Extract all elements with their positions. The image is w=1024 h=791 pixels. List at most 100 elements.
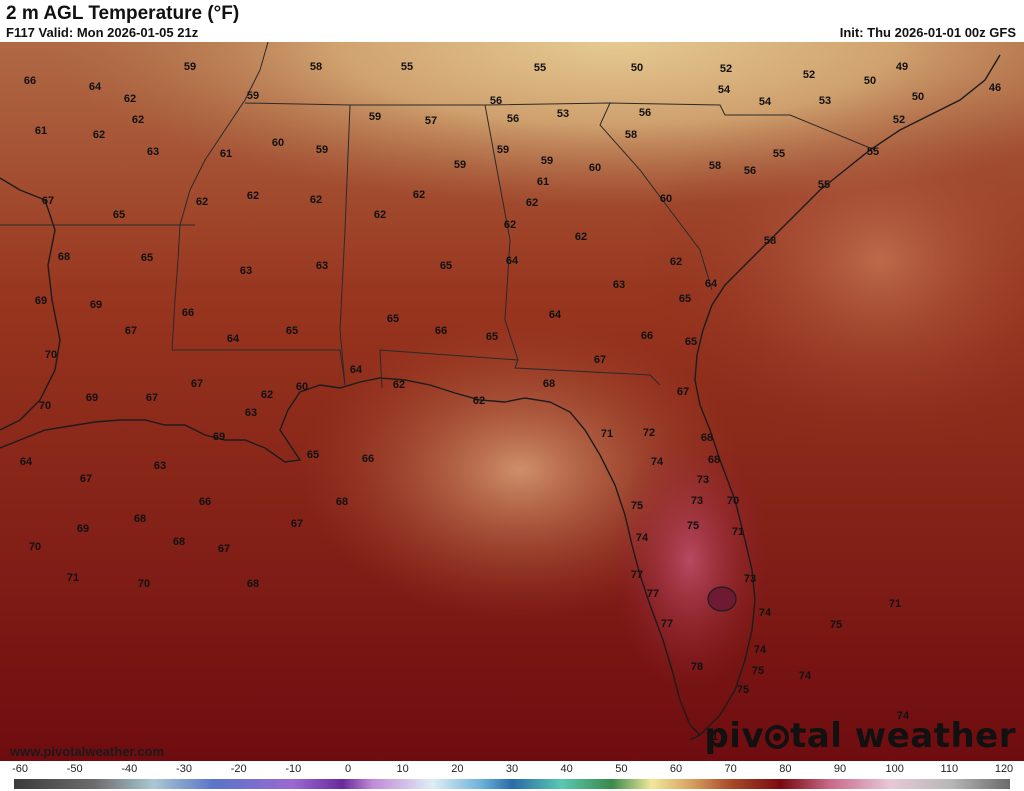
temperature-label: 56: [490, 95, 502, 107]
temperature-label: 69: [213, 431, 225, 443]
valid-time: F117 Valid: Mon 2026-01-05 21z: [6, 25, 199, 40]
temperature-label: 65: [486, 331, 498, 343]
temperature-label: 65: [307, 449, 319, 461]
temperature-label: 53: [819, 95, 831, 107]
temperature-label: 58: [764, 235, 776, 247]
temperature-label: 63: [154, 460, 166, 472]
temperature-label: 69: [86, 392, 98, 404]
temperature-label: 77: [647, 588, 659, 600]
colorbar-tick-label: -10: [285, 763, 302, 775]
temperature-label: 62: [473, 395, 485, 407]
temperature-label: 58: [625, 129, 637, 141]
temperature-label: 62: [196, 196, 208, 208]
temperature-label: 50: [631, 62, 643, 74]
colorbar-tick-label: 90: [833, 763, 847, 775]
temperature-label: 71: [601, 428, 613, 440]
temperature-label: 65: [387, 313, 399, 325]
temperature-label: 64: [506, 255, 519, 267]
temperature-label: 58: [310, 61, 322, 73]
coastline: [0, 54, 1001, 741]
temperature-label: 68: [173, 536, 185, 548]
colorbar-tick-label: -50: [66, 763, 83, 775]
temperature-label: 64: [549, 309, 562, 321]
temperature-label: 67: [594, 354, 606, 366]
temperature-label: 71: [67, 572, 79, 584]
temperature-label: 53: [557, 108, 569, 120]
pivotal-weather-logo: piv tal weather: [704, 716, 1016, 756]
colorbar-tick-label: 110: [940, 763, 959, 775]
temperature-label: 52: [803, 69, 815, 81]
state-borders: [0, 42, 876, 389]
temperature-label: 73: [691, 495, 703, 507]
temperature-label: 63: [316, 260, 328, 272]
colorbar-tick-label: 30: [505, 763, 519, 775]
temperature-label: 62: [93, 129, 105, 141]
temperature-label: 73: [697, 474, 709, 486]
temperature-label: 65: [440, 260, 452, 272]
temperature-label: 50: [864, 75, 876, 87]
website-url: www.pivotalweather.com: [10, 744, 165, 759]
temperature-label: 72: [643, 427, 655, 439]
temperature-label: 64: [350, 364, 363, 376]
temperature-label: 68: [701, 432, 713, 444]
temperature-label: 58: [709, 160, 721, 172]
temperature-label: 46: [989, 82, 1001, 94]
temperature-label: 59: [454, 159, 466, 171]
temperature-label: 61: [537, 176, 549, 188]
temperature-label: 62: [670, 256, 682, 268]
temperature-label: 70: [138, 578, 150, 590]
temperature-label: 56: [507, 113, 519, 125]
temperature-label: 68: [58, 251, 70, 263]
temperature-label: 59: [247, 90, 259, 102]
colorbar-tick-label: -60: [12, 763, 28, 775]
temperature-label: 74: [636, 532, 649, 544]
temperature-label: 68: [543, 378, 555, 390]
temperature-label: 62: [413, 189, 425, 201]
temperature-label: 63: [245, 407, 257, 419]
temperature-label: 77: [631, 569, 643, 581]
temperature-label: 55: [773, 148, 785, 160]
temperature-label: 75: [687, 520, 699, 532]
temperature-label: 69: [35, 295, 47, 307]
temperature-field: [0, 42, 1024, 761]
map-header: 2 m AGL Temperature (°F) F117 Valid: Mon…: [0, 0, 1024, 42]
temperature-label: 75: [830, 619, 842, 631]
colorbar: -60 -50 -40 -30 -20 -10 0 10 20 30 40 50 60 70 80 90 100…: [0, 761, 1024, 791]
temperature-label: 74: [754, 644, 767, 656]
temperature-label: 59: [184, 61, 196, 73]
temperature-label: 65: [113, 209, 125, 221]
temperature-label: 65: [679, 293, 691, 305]
map-title: 2 m AGL Temperature (°F): [6, 3, 240, 24]
temperature-label: 64: [227, 333, 240, 345]
temperature-label: 67: [218, 543, 230, 555]
temperature-label: 67: [80, 473, 92, 485]
temperature-label: 71: [889, 598, 901, 610]
brand-text-start: piv: [704, 716, 765, 756]
temperature-label: 71: [732, 526, 744, 538]
temperature-label: 62: [526, 197, 538, 209]
temperature-label: 62: [393, 379, 405, 391]
temperature-label: 78: [691, 661, 703, 673]
temperature-label: 61: [220, 148, 232, 160]
temperature-label: 66: [362, 453, 374, 465]
temperature-label: 63: [147, 146, 159, 158]
temperature-label: 55: [867, 146, 879, 158]
temperature-label: 52: [720, 63, 732, 75]
temperature-label: 55: [818, 179, 830, 191]
temperature-label: 67: [291, 518, 303, 530]
temperature-label: 49: [896, 61, 908, 73]
temperature-label: 75: [737, 684, 749, 696]
temperature-label: 60: [296, 381, 308, 393]
temperature-label: 54: [759, 96, 772, 108]
temperature-label: 73: [744, 573, 756, 585]
temperature-label: 68: [708, 454, 720, 466]
temperature-label: 75: [631, 500, 643, 512]
temperature-label: 61: [35, 125, 47, 137]
temperature-label: 67: [146, 392, 158, 404]
temperature-label: 59: [369, 111, 381, 123]
temperature-label: 63: [613, 279, 625, 291]
colorbar-tick-label: 70: [724, 763, 737, 775]
lake-okeechobee: [707, 586, 737, 612]
temperature-label: 64: [20, 456, 33, 468]
temperature-label: 67: [42, 195, 54, 207]
